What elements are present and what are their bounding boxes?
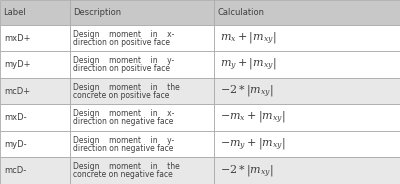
Text: direction on negative face: direction on negative face xyxy=(73,144,174,153)
Text: Design    moment    in    x-: Design moment in x- xyxy=(73,109,174,118)
Bar xyxy=(70,0,214,25)
Text: $-2 * |m_{xy}|$: $-2 * |m_{xy}|$ xyxy=(220,83,274,99)
Bar xyxy=(0,158,70,184)
Text: $m_y + |m_{xy}|$: $m_y + |m_{xy}|$ xyxy=(220,57,276,72)
Text: direction on positive face: direction on positive face xyxy=(73,38,170,47)
Bar xyxy=(214,105,400,131)
Bar xyxy=(0,131,70,158)
Text: Design    moment    in    the: Design moment in the xyxy=(73,162,180,171)
Text: myD-: myD- xyxy=(4,140,27,149)
Text: Calculation: Calculation xyxy=(217,8,264,17)
Text: Design    moment    in    y-: Design moment in y- xyxy=(73,136,174,145)
Text: Design    moment    in    y-: Design moment in y- xyxy=(73,56,174,65)
Text: Design    moment    in    the: Design moment in the xyxy=(73,83,180,92)
Text: mxD+: mxD+ xyxy=(4,34,30,43)
Bar xyxy=(214,78,400,105)
Bar xyxy=(0,25,70,51)
Text: direction on positive face: direction on positive face xyxy=(73,64,170,73)
Bar xyxy=(214,158,400,184)
Text: Design    moment    in    x-: Design moment in x- xyxy=(73,30,174,39)
Text: Label: Label xyxy=(3,8,26,17)
Bar xyxy=(214,51,400,78)
Text: $-m_x + |m_{xy}|$: $-m_x + |m_{xy}|$ xyxy=(220,110,286,125)
Text: $m_x + |m_{xy}|$: $m_x + |m_{xy}|$ xyxy=(220,30,276,46)
Bar xyxy=(214,131,400,158)
Text: direction on negative face: direction on negative face xyxy=(73,117,174,126)
Bar xyxy=(0,0,70,25)
Bar xyxy=(70,25,214,51)
Bar xyxy=(0,105,70,131)
Bar xyxy=(70,105,214,131)
Bar xyxy=(70,78,214,105)
Text: $-2 * |m_{xy}|$: $-2 * |m_{xy}|$ xyxy=(220,163,274,178)
Text: myD+: myD+ xyxy=(4,60,30,69)
Text: Description: Description xyxy=(73,8,121,17)
Text: $-m_y + |m_{xy}|$: $-m_y + |m_{xy}|$ xyxy=(220,136,286,152)
Bar xyxy=(214,25,400,51)
Text: mxD-: mxD- xyxy=(4,113,27,122)
Bar xyxy=(0,78,70,105)
Bar xyxy=(70,51,214,78)
Text: mcD-: mcD- xyxy=(4,166,26,175)
Text: concrete on negative face: concrete on negative face xyxy=(73,170,173,179)
Bar xyxy=(70,158,214,184)
Text: concrete on positive face: concrete on positive face xyxy=(73,91,170,100)
Bar xyxy=(214,0,400,25)
Bar xyxy=(70,131,214,158)
Text: mcD+: mcD+ xyxy=(4,87,30,96)
Bar xyxy=(0,51,70,78)
